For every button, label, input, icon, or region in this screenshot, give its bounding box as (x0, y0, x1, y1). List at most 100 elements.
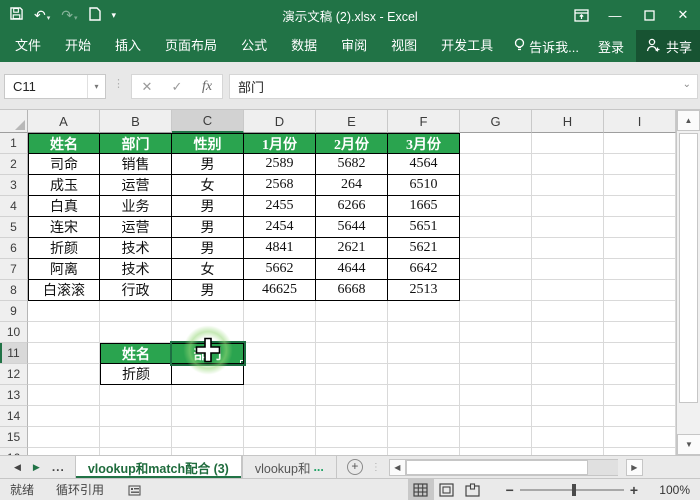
cell-H16[interactable] (532, 448, 604, 455)
cell-E13[interactable] (316, 385, 388, 406)
cell-A12[interactable] (28, 364, 100, 385)
cell-A14[interactable] (28, 406, 100, 427)
cell-H7[interactable] (532, 259, 604, 280)
fill-handle[interactable] (240, 360, 243, 363)
cell-G14[interactable] (460, 406, 532, 427)
cell-D11[interactable] (244, 343, 316, 364)
cell-A3[interactable]: 成玉 (28, 175, 100, 196)
undo-icon[interactable]: ↶▾ (34, 7, 51, 23)
cell-I10[interactable] (604, 322, 676, 343)
ribbon-display-options-icon[interactable] (564, 0, 598, 30)
ribbon-tab-2[interactable]: 开始 (65, 38, 92, 53)
cell-E7[interactable]: 4644 (316, 259, 388, 280)
ribbon-tab-9[interactable]: 开发工具 (441, 38, 494, 53)
cell-H10[interactable] (532, 322, 604, 343)
cell-E3[interactable]: 264 (316, 175, 388, 196)
column-header-D[interactable]: D (244, 110, 316, 133)
vertical-scrollbar[interactable]: ▲ ▼ (676, 110, 700, 455)
cell-B11[interactable]: 姓名 (100, 343, 172, 364)
cell-I8[interactable] (604, 280, 676, 301)
cell-D9[interactable] (244, 301, 316, 322)
hscroll-right-icon[interactable]: ▶ (625, 458, 643, 476)
cell-F4[interactable]: 1665 (388, 196, 460, 217)
cell-C1[interactable]: 性别 (172, 133, 244, 154)
page-break-preview-icon[interactable] (460, 479, 486, 500)
cell-F9[interactable] (388, 301, 460, 322)
ribbon-tab-1[interactable]: 文件 (15, 38, 42, 53)
macro-record-icon[interactable] (128, 484, 141, 496)
cell-I9[interactable] (604, 301, 676, 322)
cell-C10[interactable] (172, 322, 244, 343)
cell-C12[interactable] (172, 364, 244, 385)
cell-E16[interactable] (316, 448, 388, 455)
cell-G8[interactable] (460, 280, 532, 301)
cell-C9[interactable] (172, 301, 244, 322)
page-layout-view-icon[interactable] (434, 479, 460, 500)
cell-G9[interactable] (460, 301, 532, 322)
row-header-7[interactable]: 7 (0, 259, 28, 280)
cell-H8[interactable] (532, 280, 604, 301)
cell-E4[interactable]: 6266 (316, 196, 388, 217)
zoom-out-button[interactable]: − (505, 481, 514, 498)
cell-D4[interactable]: 2455 (244, 196, 316, 217)
cell-B3[interactable]: 运营 (100, 175, 172, 196)
cell-G1[interactable] (460, 133, 532, 154)
insert-function-icon[interactable]: fx (201, 78, 213, 94)
row-header-1[interactable]: 1 (0, 133, 28, 154)
maximize-button[interactable] (632, 0, 666, 30)
cell-A6[interactable]: 折颜 (28, 238, 100, 259)
row-header-12[interactable]: 12 (0, 364, 28, 385)
cell-E9[interactable] (316, 301, 388, 322)
cell-G12[interactable] (460, 364, 532, 385)
column-header-F[interactable]: F (388, 110, 460, 133)
cell-C13[interactable] (172, 385, 244, 406)
cell-D8[interactable]: 46625 (244, 280, 316, 301)
cell-A2[interactable]: 司命 (28, 154, 100, 175)
cell-I16[interactable] (604, 448, 676, 455)
cell-A10[interactable] (28, 322, 100, 343)
cell-C4[interactable]: 男 (172, 196, 244, 217)
cell-D13[interactable] (244, 385, 316, 406)
cell-E1[interactable]: 2月份 (316, 133, 388, 154)
cell-C14[interactable] (172, 406, 244, 427)
sheet-tab-active[interactable]: vlookup和match配合 (3) (74, 456, 242, 478)
cell-B8[interactable]: 行政 (100, 280, 172, 301)
cell-H3[interactable] (532, 175, 604, 196)
cell-D6[interactable]: 4841 (244, 238, 316, 259)
new-file-icon[interactable] (88, 6, 101, 24)
cell-B2[interactable]: 销售 (100, 154, 172, 175)
cell-G10[interactable] (460, 322, 532, 343)
cell-F7[interactable]: 6642 (388, 259, 460, 280)
vertical-scrollbar-thumb[interactable] (679, 133, 698, 403)
cell-D5[interactable]: 2454 (244, 217, 316, 238)
cell-F10[interactable] (388, 322, 460, 343)
cell-H4[interactable] (532, 196, 604, 217)
cell-H5[interactable] (532, 217, 604, 238)
cell-I14[interactable] (604, 406, 676, 427)
cell-G6[interactable] (460, 238, 532, 259)
cell-D2[interactable]: 2589 (244, 154, 316, 175)
formula-input[interactable]: 部门 ⌄ (229, 74, 698, 99)
cell-H13[interactable] (532, 385, 604, 406)
cell-C16[interactable] (172, 448, 244, 455)
cell-F13[interactable] (388, 385, 460, 406)
row-header-8[interactable]: 8 (0, 280, 28, 301)
cell-B10[interactable] (100, 322, 172, 343)
cell-B15[interactable] (100, 427, 172, 448)
row-header-11[interactable]: 11 (0, 343, 28, 364)
cell-H6[interactable] (532, 238, 604, 259)
column-header-G[interactable]: G (460, 110, 532, 133)
cell-B7[interactable]: 技术 (100, 259, 172, 280)
cell-D1[interactable]: 1月份 (244, 133, 316, 154)
tell-me-tab[interactable]: 告诉我... (505, 37, 588, 56)
cell-F12[interactable] (388, 364, 460, 385)
cell-I2[interactable] (604, 154, 676, 175)
cell-I3[interactable] (604, 175, 676, 196)
cell-G3[interactable] (460, 175, 532, 196)
column-header-I[interactable]: I (604, 110, 676, 133)
cell-A4[interactable]: 白真 (28, 196, 100, 217)
cell-E5[interactable]: 5644 (316, 217, 388, 238)
share-button[interactable]: 共享 (636, 30, 700, 62)
cell-I7[interactable] (604, 259, 676, 280)
cancel-icon[interactable]: ✕ (141, 78, 153, 94)
